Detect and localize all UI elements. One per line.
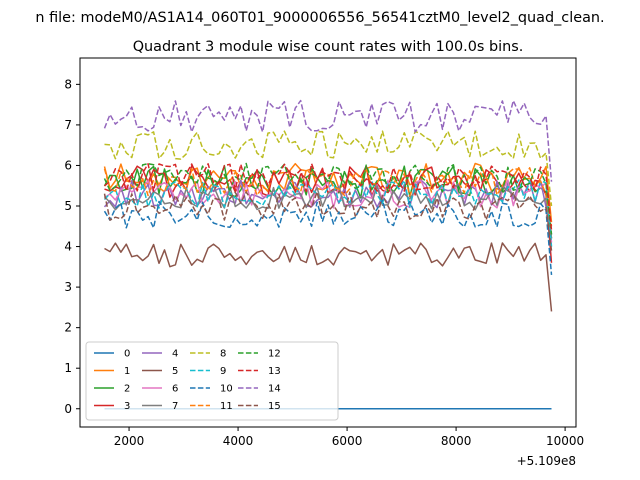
y-tick-label: 4 — [64, 240, 72, 254]
series-line-8 — [104, 130, 553, 207]
legend-label-5: 5 — [172, 366, 178, 377]
series-line-12 — [103, 162, 553, 235]
y-tick-label: 2 — [64, 321, 72, 335]
legend-label-12: 12 — [268, 349, 281, 360]
legend-label-13: 13 — [268, 366, 281, 377]
y-tick-label: 7 — [64, 118, 72, 132]
series-line-10 — [103, 199, 553, 275]
x-tick-label: 10000 — [546, 434, 584, 448]
x-tick-label: 4000 — [223, 434, 254, 448]
legend-label-0: 0 — [124, 349, 130, 360]
legend-label-14: 14 — [268, 384, 281, 395]
y-tick-label: 5 — [64, 199, 72, 213]
series-line-11 — [103, 167, 553, 227]
legend-label-1: 1 — [124, 366, 130, 377]
chart-title: Quadrant 3 module wise count rates with … — [133, 39, 524, 55]
legend-label-10: 10 — [220, 384, 233, 395]
series-line-9 — [103, 179, 553, 247]
legend-label-9: 9 — [220, 366, 226, 377]
series-line-7 — [103, 185, 553, 239]
legend-label-7: 7 — [172, 401, 178, 412]
y-tick-label: 3 — [64, 280, 72, 294]
y-tick-label: 8 — [64, 77, 72, 91]
legend-label-3: 3 — [124, 401, 130, 412]
series-line-15 — [103, 191, 553, 251]
y-tick-label: 1 — [64, 361, 72, 375]
plot-frame — [79, 57, 577, 428]
series-line-5 — [104, 242, 553, 312]
legend-label-4: 4 — [172, 349, 178, 360]
legend-box — [85, 341, 339, 421]
y-tick-label: 6 — [64, 158, 72, 172]
y-axis-ticks: 0 1 2 3 4 5 6 7 8 — [64, 77, 80, 416]
y-tick-label: 0 — [64, 402, 72, 416]
legend-label-8: 8 — [220, 349, 226, 360]
suptitle: n file: modeM0/AS1A14_060T01_9000006556_… — [35, 10, 604, 26]
x-axis-ticks: 2000 4000 6000 8000 10000 — [114, 427, 584, 448]
legend-label-2: 2 — [124, 384, 130, 395]
x-offset-label: +5.109e8 — [517, 454, 576, 468]
x-tick-label: 2000 — [114, 434, 145, 448]
x-tick-label: 6000 — [332, 434, 363, 448]
series-line-14 — [103, 99, 553, 182]
legend-label-11: 11 — [220, 401, 233, 412]
legend-label-15: 15 — [268, 401, 281, 412]
legend-label-6: 6 — [172, 384, 178, 395]
series-layer — [103, 99, 553, 410]
series-line-13 — [104, 162, 553, 231]
x-tick-label: 8000 — [441, 434, 472, 448]
